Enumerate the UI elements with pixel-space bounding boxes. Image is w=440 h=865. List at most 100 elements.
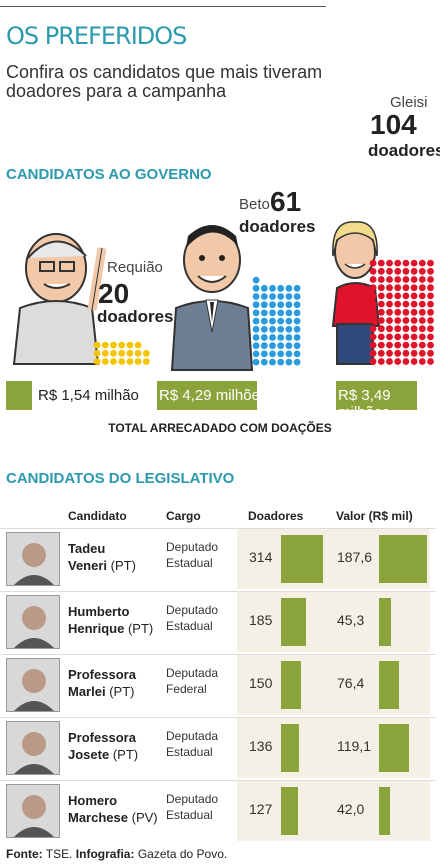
donor-dot xyxy=(93,350,101,358)
values-cell: 136 119,1 xyxy=(237,718,430,778)
donor-dot xyxy=(418,317,426,325)
candidate-last-name: Josete xyxy=(68,747,110,762)
donor-dot xyxy=(410,260,418,267)
donor-dot xyxy=(260,333,268,341)
valor-value: 76,4 xyxy=(337,675,365,691)
valor-value: 119,1 xyxy=(337,738,371,754)
column-header-doadores: Doadores xyxy=(248,509,304,523)
donor-dot xyxy=(386,309,393,317)
candidate-name: Professora Marlei (PT) xyxy=(68,666,168,700)
candidate-photo xyxy=(6,784,60,838)
table-row: Homero Marchese (PV) Deputado Estadual 127 42… xyxy=(0,780,436,841)
donor-dot xyxy=(386,276,393,284)
donor-dot xyxy=(118,342,126,349)
donor-dot xyxy=(394,317,402,325)
donor-dot xyxy=(394,309,402,317)
donor-dot xyxy=(101,350,109,358)
donor-dot xyxy=(285,309,293,317)
donor-dot xyxy=(394,284,402,292)
valor-value: 45,3 xyxy=(337,612,365,628)
donor-dot xyxy=(252,342,260,349)
donor-dot xyxy=(260,350,268,358)
donor-dot xyxy=(252,325,260,333)
valor-bar xyxy=(379,535,427,583)
donor-dot xyxy=(386,333,393,341)
donor-dot xyxy=(142,358,150,366)
donor-dot xyxy=(369,284,377,292)
donor-dot xyxy=(293,342,301,349)
money-bar-gleisi xyxy=(336,381,417,410)
donor-dot xyxy=(394,301,402,308)
candidate-word-beto: doadores xyxy=(239,217,316,236)
donor-dot xyxy=(394,276,402,284)
donor-dot xyxy=(260,325,268,333)
donor-dot xyxy=(260,301,268,308)
candidate-party: (PT) xyxy=(112,747,139,762)
candidate-party: (PT) xyxy=(127,621,154,636)
donor-dot xyxy=(285,358,293,366)
donor-dot xyxy=(269,317,276,325)
donor-dot xyxy=(277,325,285,333)
cargo-line-1: Deputada xyxy=(166,666,219,680)
donor-dot xyxy=(101,358,109,366)
doadores-bar xyxy=(281,787,298,835)
donor-dot xyxy=(427,292,434,300)
donor-dot xyxy=(402,284,410,292)
doadores-value: 314 xyxy=(249,549,273,565)
candidate-last-name: Marchese xyxy=(68,810,128,825)
donor-dot xyxy=(252,350,260,358)
donor-dot xyxy=(410,333,418,341)
candidate-name: Professora Josete (PT) xyxy=(68,729,168,763)
cargo-line-1: Deputado xyxy=(166,540,219,554)
table-row: Humberto Henrique (PT) Deputado Estadual 185… xyxy=(0,591,436,652)
candidate-cargo: Deputado Estadual xyxy=(166,791,236,823)
donor-dot xyxy=(427,284,434,292)
candidate-photo xyxy=(6,595,60,649)
donor-dot xyxy=(252,276,260,284)
donor-dot xyxy=(386,325,393,333)
section-title-governo: CANDIDATOS AO GOVERNO xyxy=(6,166,212,183)
donor-dot xyxy=(386,260,393,267)
donor-dot xyxy=(369,342,377,349)
donor-dot xyxy=(394,292,402,300)
donor-dot xyxy=(369,317,377,325)
donor-dot xyxy=(369,309,377,317)
donor-dot xyxy=(93,358,101,366)
doadores-bar xyxy=(281,535,323,583)
donor-dot xyxy=(418,301,426,308)
donor-dot xyxy=(386,317,393,325)
donor-dot xyxy=(386,268,393,276)
donor-dot xyxy=(427,276,434,284)
donor-dot xyxy=(427,342,434,349)
donor-dot xyxy=(369,292,377,300)
donor-dot xyxy=(293,292,301,300)
donor-dot xyxy=(269,325,276,333)
donor-dot xyxy=(269,309,276,317)
donor-dot xyxy=(377,284,385,292)
donor-dot xyxy=(418,268,426,276)
page-title: OS PREFERIDOS xyxy=(6,22,187,50)
donor-dot xyxy=(293,317,301,325)
donor-dot xyxy=(394,325,402,333)
donor-dot xyxy=(285,333,293,341)
donor-dot xyxy=(410,358,418,366)
donor-dot xyxy=(394,358,402,366)
table-row: Professora Marlei (PT) Deputada Federal 150 7… xyxy=(0,654,436,715)
footer-info: Gazeta do Povo. xyxy=(137,847,228,861)
cargo-line-2: Estadual xyxy=(166,745,213,759)
donor-dot xyxy=(269,292,276,300)
candidate-first-name: Homero xyxy=(68,793,118,808)
donor-dot xyxy=(285,350,293,358)
candidate-cargo: Deputada Federal xyxy=(166,665,236,697)
column-header-valor: Valor (R$ mil) xyxy=(336,509,413,523)
donor-dot xyxy=(377,276,385,284)
doadores-bar xyxy=(281,598,306,646)
donor-dot xyxy=(394,268,402,276)
candidate-first-name: Tadeu xyxy=(68,541,106,556)
donor-dot xyxy=(252,284,260,292)
page-subtitle: Confira os candidatos que mais tiveram d… xyxy=(6,62,323,101)
candidate-photo xyxy=(6,721,60,775)
donor-dot xyxy=(402,342,410,349)
cargo-line-2: Estadual xyxy=(166,619,213,633)
donor-dot xyxy=(427,333,434,341)
